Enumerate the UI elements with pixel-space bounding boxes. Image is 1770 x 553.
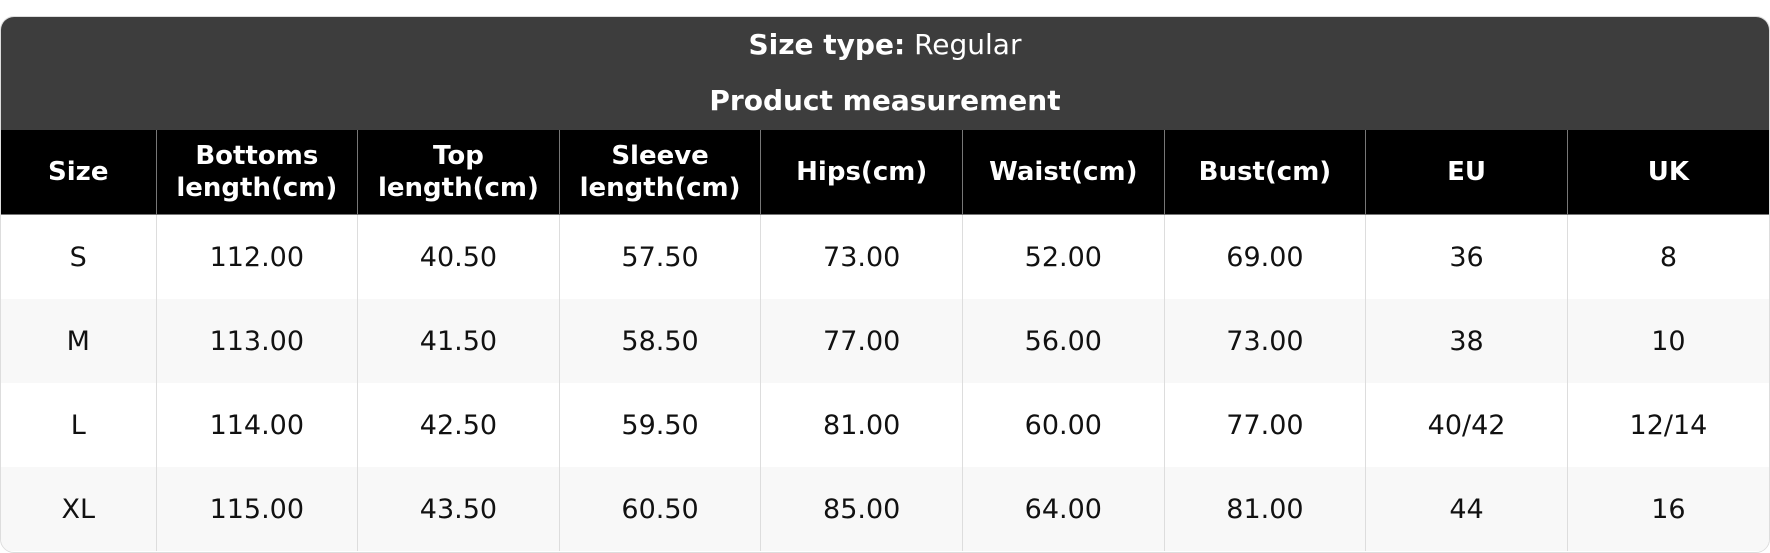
column-header-text: Waist(cm) [989, 157, 1138, 187]
column-header-text: length(cm) [378, 173, 539, 203]
column-header-text: Hips(cm) [796, 157, 928, 187]
column-header: Sleeve length(cm) [558, 130, 762, 215]
table-cell: 41.50 [357, 299, 560, 383]
table-cell: 77.00 [760, 299, 963, 383]
table-cell: 85.00 [760, 467, 963, 551]
table-cell: 58.50 [558, 299, 762, 383]
table-cell: 52.00 [962, 214, 1165, 299]
table-row: L 114.00 42.50 59.50 81.00 60.00 77.00 40/42 12/… [1, 383, 1769, 467]
column-header-text: Top [433, 141, 484, 171]
table-cell: 38 [1365, 299, 1568, 383]
column-header: UK [1566, 130, 1769, 215]
table-cell: M [1, 299, 157, 383]
size-chart: Size type: Regular Product measurement S… [0, 16, 1770, 553]
table-cell: 40.50 [357, 214, 560, 299]
table-cell: 113.00 [155, 299, 359, 383]
size-type: Size type: Regular [1, 17, 1769, 62]
table-cell: 115.00 [155, 467, 359, 551]
table-cell: 12/14 [1566, 383, 1769, 467]
size-type-label: Size type: [748, 28, 906, 61]
table-cell: 81.00 [1163, 467, 1367, 551]
column-header-text: EU [1447, 157, 1486, 187]
column-header: Bust(cm) [1163, 130, 1367, 215]
table-cell: 112.00 [155, 214, 359, 299]
table-cell: 44 [1365, 467, 1568, 551]
table-cell: 42.50 [357, 383, 560, 467]
column-header: Top length(cm) [357, 130, 560, 215]
column-header-text: Sleeve [611, 141, 709, 171]
table-cell: 36 [1365, 214, 1568, 299]
table-cell: 73.00 [1163, 299, 1367, 383]
table-cell: 81.00 [760, 383, 963, 467]
column-header-text: Size [48, 157, 109, 187]
table-row: XL 115.00 43.50 60.50 85.00 64.00 81.00 44 16 [1, 467, 1769, 551]
chart-header: Size type: Regular Product measurement [1, 17, 1769, 130]
table-cell: L [1, 383, 157, 467]
column-header-text: Bottoms [195, 141, 319, 171]
table-cell: 73.00 [760, 214, 963, 299]
column-header-text: UK [1647, 157, 1690, 187]
table-row: S 112.00 40.50 57.50 73.00 52.00 69.00 36 8 [1, 214, 1769, 299]
column-header-text: Bust(cm) [1198, 157, 1332, 187]
measurement-table: Size Bottoms length(cm) Top length(cm) Sleeve… [1, 130, 1769, 551]
column-header: Hips(cm) [760, 130, 963, 215]
table-cell: 69.00 [1163, 214, 1367, 299]
column-header: Bottoms length(cm) [155, 130, 359, 215]
table-cell: 64.00 [962, 467, 1165, 551]
table-cell: S [1, 214, 157, 299]
table-cell: 77.00 [1163, 383, 1367, 467]
table-cell: 43.50 [357, 467, 560, 551]
column-header-text: length(cm) [579, 173, 741, 203]
column-header-text: length(cm) [176, 173, 338, 203]
table-cell: 114.00 [155, 383, 359, 467]
column-header: Waist(cm) [962, 130, 1165, 215]
table-row: M 113.00 41.50 58.50 77.00 56.00 73.00 38 10 [1, 299, 1769, 383]
table-cell: 56.00 [962, 299, 1165, 383]
table-cell: 40/42 [1365, 383, 1568, 467]
size-type-value: Regular [914, 28, 1022, 61]
table-cell: 59.50 [558, 383, 762, 467]
column-header: EU [1365, 130, 1568, 215]
table-cell: 10 [1566, 299, 1769, 383]
header-row: Size Bottoms length(cm) Top length(cm) Sleeve… [1, 130, 1769, 215]
table-cell: 60.00 [962, 383, 1165, 467]
column-header: Size [1, 130, 157, 215]
table-cell: XL [1, 467, 157, 551]
table-cell: 16 [1566, 467, 1769, 551]
table-cell: 57.50 [558, 214, 762, 299]
table-cell: 60.50 [558, 467, 762, 551]
chart-title: Product measurement [709, 84, 1061, 117]
table-cell: 8 [1566, 214, 1769, 299]
